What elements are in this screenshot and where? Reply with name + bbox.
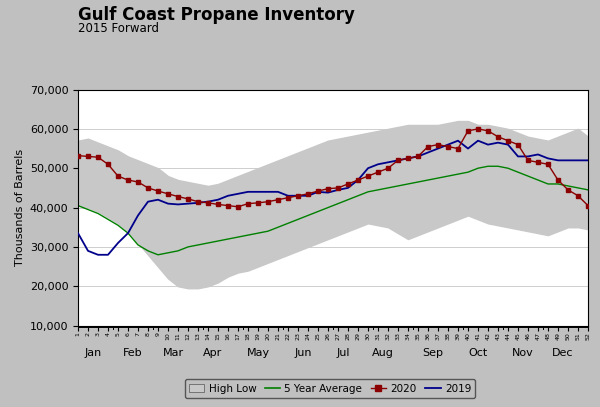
- Text: Nov: Nov: [512, 348, 534, 358]
- Y-axis label: Thousands of Barrels: Thousands of Barrels: [16, 149, 25, 266]
- Text: Jun: Jun: [294, 348, 312, 358]
- Text: Apr: Apr: [203, 348, 223, 358]
- Text: Feb: Feb: [123, 348, 143, 358]
- Text: Jul: Jul: [336, 348, 350, 358]
- Legend: High Low, 5 Year Average, 2020, 2019: High Low, 5 Year Average, 2020, 2019: [185, 379, 475, 398]
- Text: Aug: Aug: [372, 348, 394, 358]
- Text: Jan: Jan: [85, 348, 101, 358]
- Text: Gulf Coast Propane Inventory: Gulf Coast Propane Inventory: [78, 6, 355, 24]
- Text: Oct: Oct: [469, 348, 488, 358]
- Text: 2015 Forward: 2015 Forward: [78, 22, 159, 35]
- Text: Mar: Mar: [163, 348, 184, 358]
- Text: May: May: [247, 348, 269, 358]
- Text: Sep: Sep: [422, 348, 443, 358]
- Text: Dec: Dec: [552, 348, 574, 358]
